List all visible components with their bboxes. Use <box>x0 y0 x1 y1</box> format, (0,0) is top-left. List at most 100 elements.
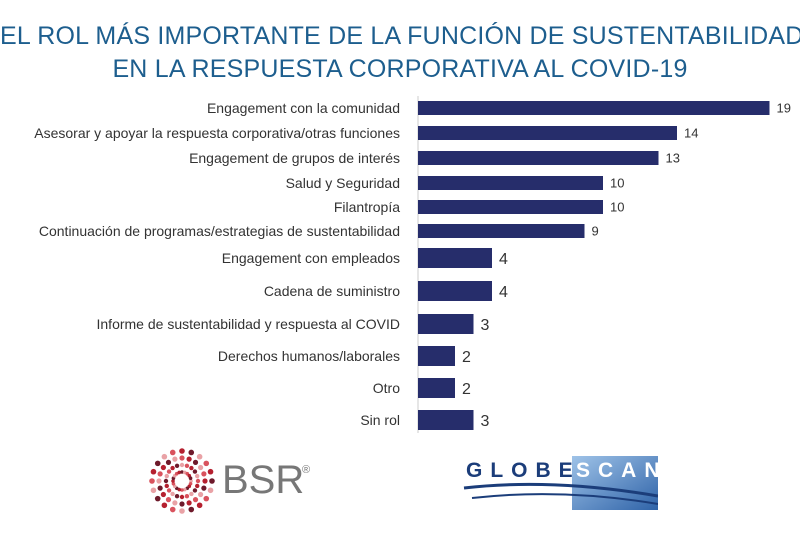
category-label: Derechos humanos/laborales <box>218 348 400 364</box>
bsr-burst-dot <box>161 453 168 460</box>
bsr-burst-dot <box>189 491 194 497</box>
value-label: 9 <box>592 224 599 239</box>
bsr-burst-dot <box>203 495 210 502</box>
bsr-burst-dot <box>161 502 168 509</box>
bar <box>418 248 492 268</box>
bsr-burst-dot <box>192 469 198 474</box>
bsr-burst-dot <box>192 459 199 465</box>
bsr-burst-dot <box>160 491 166 498</box>
bsr-burst-dot <box>174 463 180 468</box>
bsr-burst-dot <box>209 478 215 484</box>
category-label: Engagement con la comunidad <box>207 100 400 116</box>
bsr-burst-dot <box>165 459 172 465</box>
globescan-swoosh-2 <box>471 493 658 505</box>
bsr-burst-dot <box>182 487 187 492</box>
bsr-burst-dot <box>169 506 176 513</box>
bsr-burst-dot <box>184 463 190 468</box>
bsr-burst-dot <box>198 491 204 498</box>
bsr-burst-dot <box>186 500 192 506</box>
bar <box>418 126 677 140</box>
value-label: 13 <box>666 151 680 166</box>
bsr-burst-dot <box>163 478 169 484</box>
bsr-burst-dot <box>160 464 166 471</box>
value-label: 3 <box>481 413 490 430</box>
value-label: 10 <box>610 200 624 215</box>
bsr-burst-dot <box>201 485 207 491</box>
bsr-burst-dot <box>150 468 157 475</box>
value-label: 10 <box>610 176 624 191</box>
bar <box>418 151 659 165</box>
category-label: Cadena de suministro <box>264 283 400 299</box>
bsr-burst-dot <box>154 460 161 467</box>
bar <box>418 346 455 366</box>
bsr-burst-dot <box>189 479 193 483</box>
globescan-text-right: SCAN <box>576 459 658 482</box>
bar <box>418 410 474 430</box>
chart-title: EL ROL MÁS IMPORTANTE DE LA FUNCIÓN DE S… <box>0 20 800 86</box>
bsr-burst-dot <box>179 448 185 454</box>
bsr-burst-dot <box>164 473 169 479</box>
bsr-burst-dot <box>192 497 199 503</box>
bsr-logo: BSR ® <box>149 448 310 514</box>
bsr-burst-dot <box>179 494 185 500</box>
bsr-burst-icon <box>149 448 215 514</box>
bsr-burst-dot <box>195 483 200 489</box>
value-label: 4 <box>499 284 508 301</box>
bsr-burst-dot <box>192 488 198 493</box>
bsr-burst-dot <box>201 471 207 477</box>
globescan-swoosh-1 <box>463 482 658 498</box>
bsr-burst-dot <box>198 464 204 471</box>
bsr-burst-dot <box>172 500 178 506</box>
chart-title-line-1: EL ROL MÁS IMPORTANTE DE LA FUNCIÓN DE S… <box>0 22 800 50</box>
value-label: 4 <box>499 251 508 268</box>
value-label: 14 <box>684 126 698 141</box>
bar <box>418 101 770 115</box>
bsr-burst-dot <box>195 473 200 479</box>
bsr-burst-dot <box>177 470 182 475</box>
bsr-burst-dot <box>179 462 185 468</box>
bsr-burst-dot <box>154 495 161 502</box>
category-label: Salud y Seguridad <box>286 175 400 191</box>
bar-group: Engagement con la comunidad 19 Asesorar y … <box>34 100 791 430</box>
bsr-burst-dot <box>172 456 178 462</box>
bar <box>418 200 603 214</box>
bsr-burst-dot <box>184 494 190 499</box>
category-label: Continuación de programas/estrategias de… <box>39 223 400 239</box>
category-label: Sin rol <box>360 412 400 428</box>
bsr-burst-dot <box>149 478 155 484</box>
bsr-burst-dot <box>164 483 169 489</box>
bsr-burst-dot <box>150 487 157 494</box>
globescan-logo: GLOBE SCAN <box>463 456 658 510</box>
bar <box>418 314 474 334</box>
bsr-burst-dot <box>188 449 195 456</box>
bsr-burst-dot <box>156 478 162 484</box>
category-label: Asesorar y apoyar la respuesta corporati… <box>34 125 400 141</box>
bsr-burst-dot <box>186 456 192 462</box>
value-label: 2 <box>462 349 471 366</box>
bsr-burst-dot <box>166 488 172 493</box>
bsr-burst-dot <box>188 476 193 481</box>
bsr-burst-dot <box>180 470 184 474</box>
bsr-burst-dot <box>203 460 210 467</box>
bsr-burst-dot <box>179 455 185 461</box>
bar <box>418 224 585 238</box>
bsr-burst-dot <box>207 487 214 494</box>
category-label: Engagement de grupos de interés <box>189 150 400 166</box>
bsr-burst-dot <box>207 468 214 475</box>
value-label: 19 <box>777 101 791 116</box>
bsr-burst-dot <box>171 481 176 486</box>
bar <box>418 378 455 398</box>
chart-title-line-2: EN LA RESPUESTA CORPORATIVA AL COVID-19 <box>112 55 688 83</box>
category-label: Informe de sustentabilidad y respuesta a… <box>97 316 401 332</box>
bsr-burst-dot <box>169 449 176 456</box>
bsr-burst-dot <box>165 497 172 503</box>
bsr-burst-dot <box>195 478 201 484</box>
bsr-burst-dot <box>196 453 203 460</box>
bsr-burst-dot <box>170 465 175 471</box>
bsr-burst-dot <box>157 485 163 491</box>
bsr-burst-dot <box>157 471 163 477</box>
category-label: Engagement con empleados <box>222 250 400 266</box>
bar <box>418 281 492 301</box>
bsr-burst-dot <box>180 488 184 492</box>
